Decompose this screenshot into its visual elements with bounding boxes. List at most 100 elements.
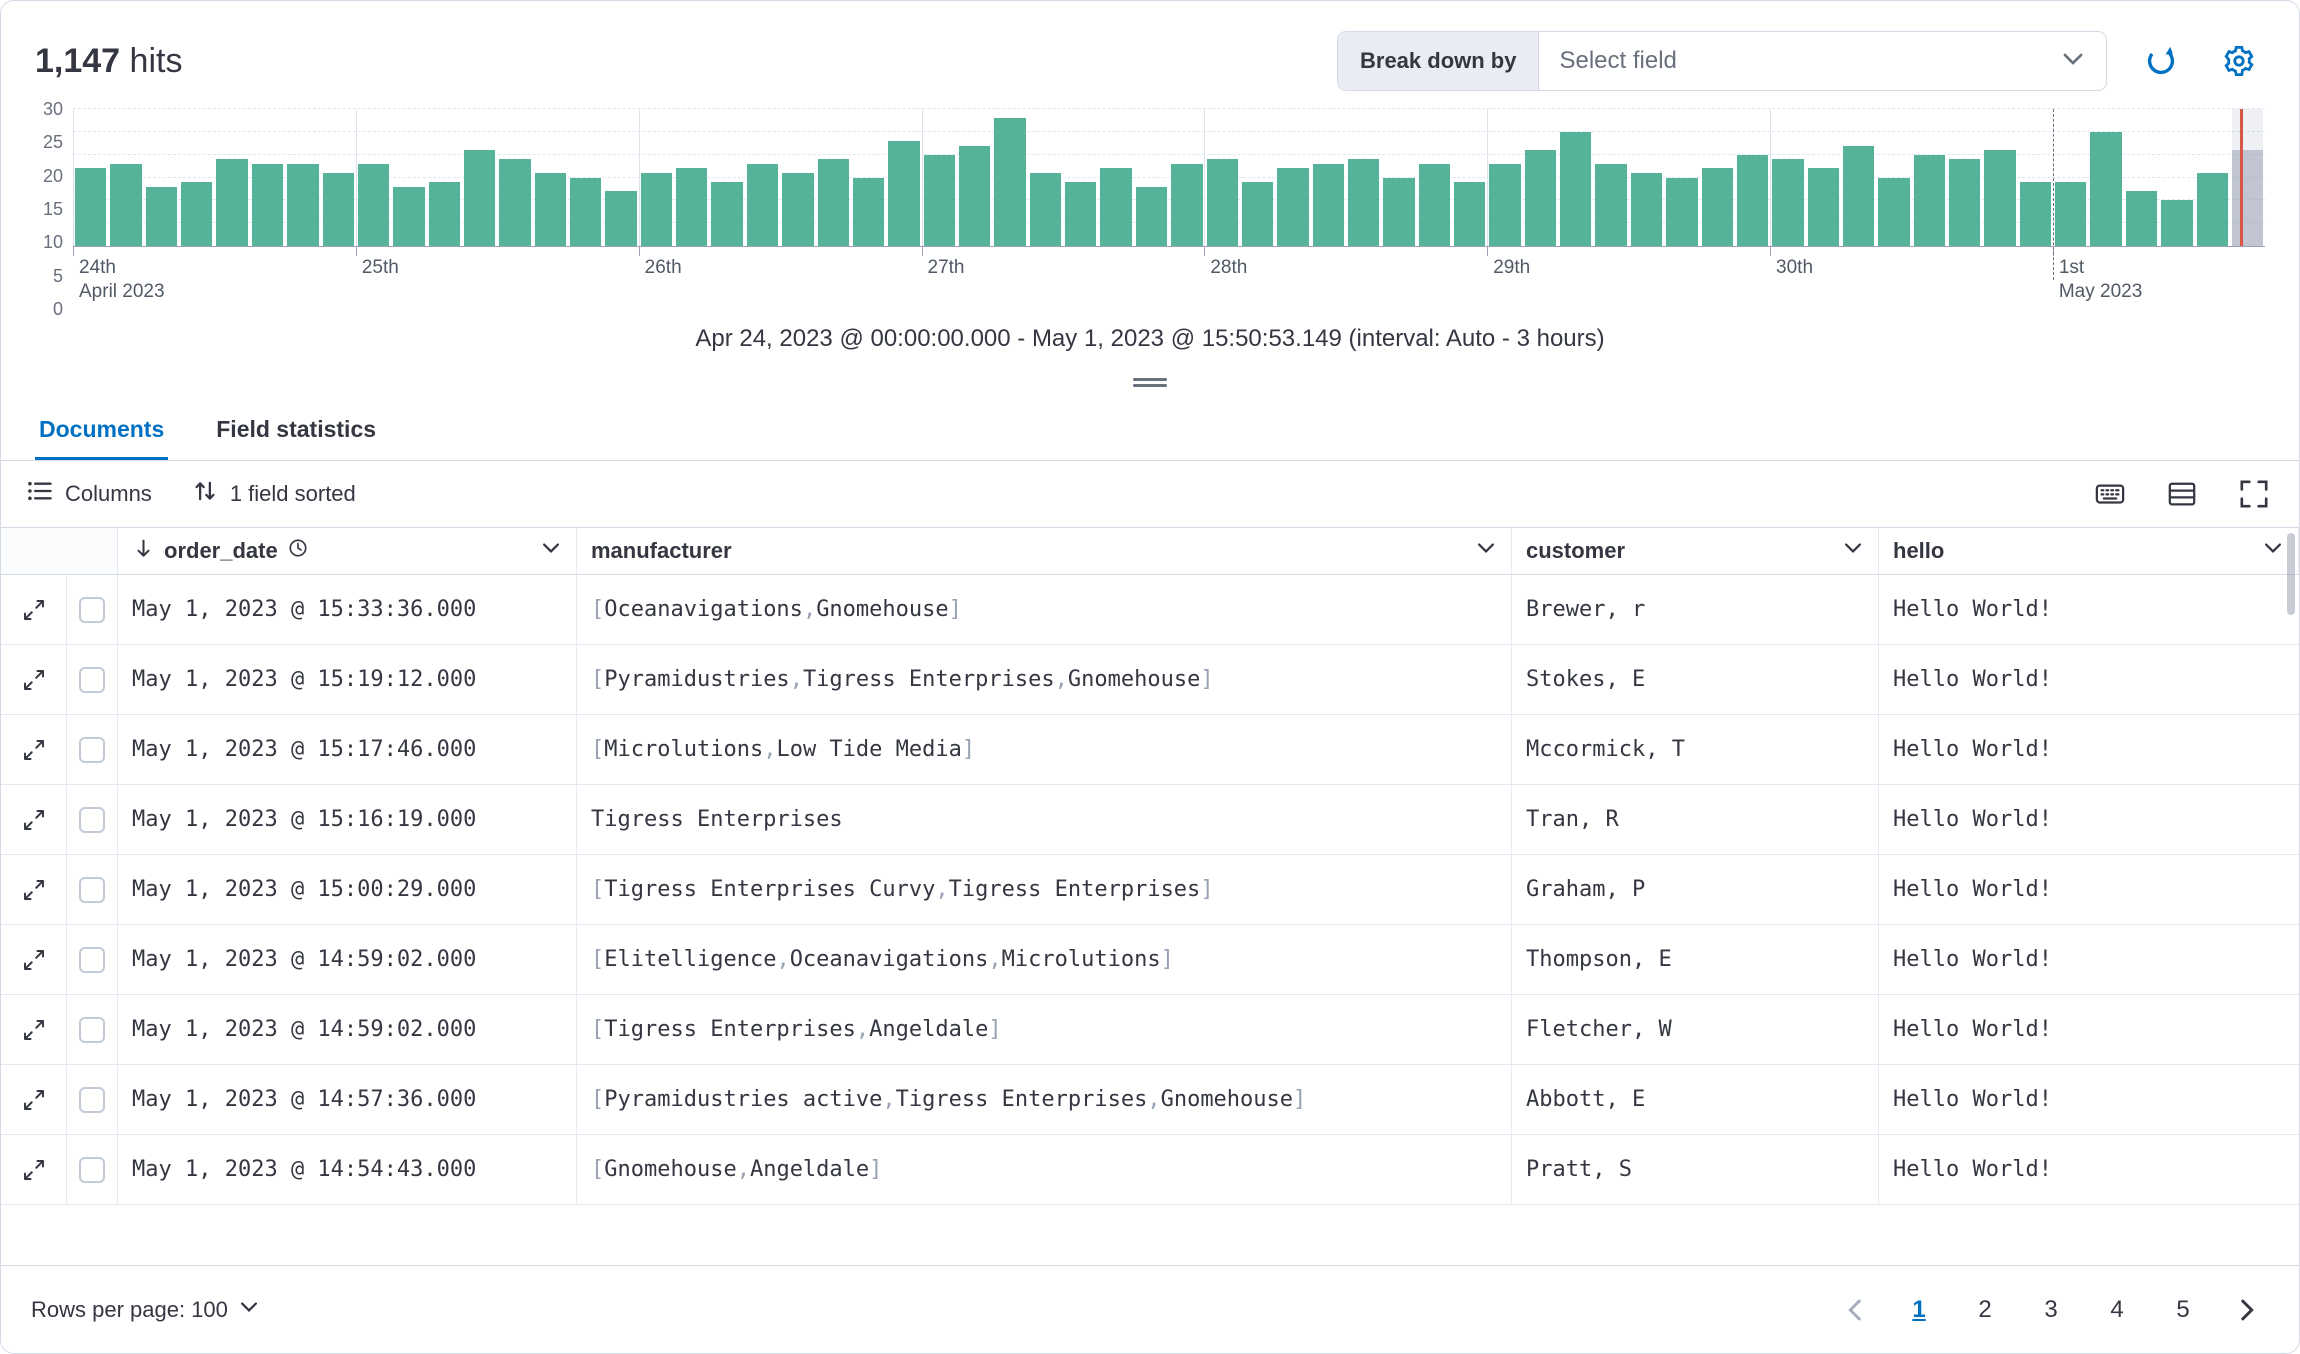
histogram-bar[interactable] [1171, 163, 1203, 246]
histogram-bar[interactable] [1206, 159, 1238, 246]
histogram-bar[interactable] [1489, 163, 1521, 246]
histogram-bar[interactable] [1312, 163, 1344, 246]
histogram-bar[interactable] [1913, 154, 1946, 246]
histogram-bar[interactable] [1100, 168, 1132, 246]
histogram-bar[interactable] [1383, 177, 1415, 246]
histogram-bar[interactable] [2055, 182, 2087, 246]
histogram-bar[interactable] [1029, 172, 1062, 246]
column-header-hello[interactable]: hello [1879, 528, 2299, 574]
histogram-bar[interactable] [1524, 150, 1557, 246]
expand-document-icon[interactable] [18, 664, 50, 696]
histogram-bar[interactable] [1630, 172, 1663, 246]
histogram-bar[interactable] [2196, 172, 2228, 246]
histogram-bar[interactable] [852, 177, 885, 246]
histogram-bar[interactable] [958, 145, 991, 246]
histogram-bar[interactable] [1701, 168, 1733, 246]
rows-per-page-button[interactable]: Rows per page: 100 [31, 1296, 260, 1324]
histogram-bar[interactable] [1595, 163, 1627, 246]
keyboard-shortcuts-icon[interactable] [2091, 475, 2129, 513]
chart-plot-area[interactable] [73, 108, 2265, 280]
histogram-bar[interactable] [888, 140, 920, 246]
histogram-bar[interactable] [145, 186, 178, 246]
expand-document-icon[interactable] [18, 1084, 50, 1116]
histogram-bar[interactable] [2161, 200, 2193, 246]
tab-documents[interactable]: Documents [35, 400, 169, 460]
row-checkbox[interactable] [79, 1016, 105, 1043]
row-checkbox[interactable] [79, 876, 105, 903]
histogram-bar[interactable] [1065, 182, 1097, 246]
histogram-bar[interactable] [605, 191, 637, 246]
chevron-left-icon[interactable] [1833, 1287, 1879, 1333]
histogram-bar[interactable] [817, 159, 849, 246]
expand-document-icon[interactable] [18, 1154, 50, 1186]
expand-document-icon[interactable] [18, 944, 50, 976]
histogram-bar[interactable] [1807, 168, 1839, 246]
histogram-bar[interactable] [357, 163, 390, 246]
histogram-bar[interactable] [287, 163, 319, 246]
histogram-bar[interactable] [570, 177, 602, 246]
histogram-bar[interactable] [393, 186, 425, 246]
histogram-bar[interactable] [782, 172, 814, 246]
row-checkbox[interactable] [79, 1156, 105, 1183]
gear-icon[interactable] [2219, 41, 2259, 81]
histogram-bar[interactable] [2019, 182, 2052, 246]
panel-resize-handle[interactable] [1, 353, 2299, 400]
histogram-bar[interactable] [1984, 150, 2016, 246]
histogram-bar[interactable] [75, 168, 107, 246]
chevron-right-icon[interactable] [2223, 1287, 2269, 1333]
histogram-bar[interactable] [923, 154, 955, 246]
display-options-icon[interactable] [2163, 475, 2201, 513]
page-button-2[interactable]: 2 [1959, 1284, 2011, 1336]
histogram-bar[interactable] [640, 172, 673, 246]
column-header-customer[interactable]: customer [1512, 528, 1879, 574]
expand-document-icon[interactable] [18, 874, 50, 906]
histogram-bar[interactable] [463, 150, 496, 246]
row-checkbox[interactable] [79, 1086, 105, 1113]
column-header-manufacturer[interactable]: manufacturer [577, 528, 1512, 574]
expand-document-icon[interactable] [18, 594, 50, 626]
row-checkbox[interactable] [79, 666, 105, 693]
histogram-bar[interactable] [2090, 131, 2122, 246]
page-button-5[interactable]: 5 [2157, 1284, 2209, 1336]
histogram-bar[interactable] [1347, 159, 1380, 246]
histogram-bar[interactable] [181, 182, 213, 246]
histogram-bar[interactable] [499, 159, 531, 246]
histogram-bar[interactable] [322, 172, 354, 246]
histogram-bar[interactable] [994, 118, 1026, 246]
histogram-bar[interactable] [1277, 168, 1309, 246]
histogram-bars[interactable] [73, 109, 2265, 246]
histogram-bar[interactable] [1418, 163, 1451, 246]
page-button-1[interactable]: 1 [1893, 1284, 1945, 1336]
expand-document-icon[interactable] [18, 1014, 50, 1046]
row-checkbox[interactable] [79, 806, 105, 833]
histogram-bar[interactable] [1949, 159, 1981, 246]
vertical-scrollbar[interactable] [2287, 533, 2295, 615]
breakdown-field-select[interactable]: Select field [1539, 32, 2106, 90]
histogram-bar[interactable] [1560, 131, 1592, 246]
expand-document-icon[interactable] [18, 734, 50, 766]
histogram-bar[interactable] [676, 168, 708, 246]
columns-button[interactable]: Columns [27, 478, 152, 510]
histogram-bar[interactable] [1135, 186, 1168, 246]
histogram-bar[interactable] [216, 159, 248, 246]
histogram-bar[interactable] [1772, 159, 1804, 246]
column-header-order-date[interactable]: order_date [118, 528, 577, 574]
fullscreen-icon[interactable] [2235, 475, 2273, 513]
histogram-bar[interactable] [1454, 182, 1486, 246]
expand-document-icon[interactable] [18, 804, 50, 836]
histogram-bar[interactable] [711, 182, 743, 246]
histogram-chart[interactable]: 0 5 10 15 20 25 30 24th April 2023 25th 26th 27th 2… [1, 100, 2299, 318]
histogram-bar[interactable] [1878, 177, 1910, 246]
cycle-icon[interactable] [2141, 41, 2181, 81]
row-checkbox[interactable] [79, 946, 105, 973]
sort-fields-button[interactable]: 1 field sorted [192, 478, 356, 510]
histogram-bar[interactable] [534, 172, 567, 246]
histogram-bar[interactable] [746, 163, 779, 246]
histogram-bar[interactable] [1241, 182, 1274, 246]
histogram-bar[interactable] [2125, 191, 2158, 246]
row-checkbox[interactable] [79, 736, 105, 763]
histogram-bar[interactable] [428, 182, 460, 246]
page-button-4[interactable]: 4 [2091, 1284, 2143, 1336]
row-checkbox[interactable] [79, 596, 105, 623]
histogram-bar[interactable] [1736, 154, 1769, 246]
